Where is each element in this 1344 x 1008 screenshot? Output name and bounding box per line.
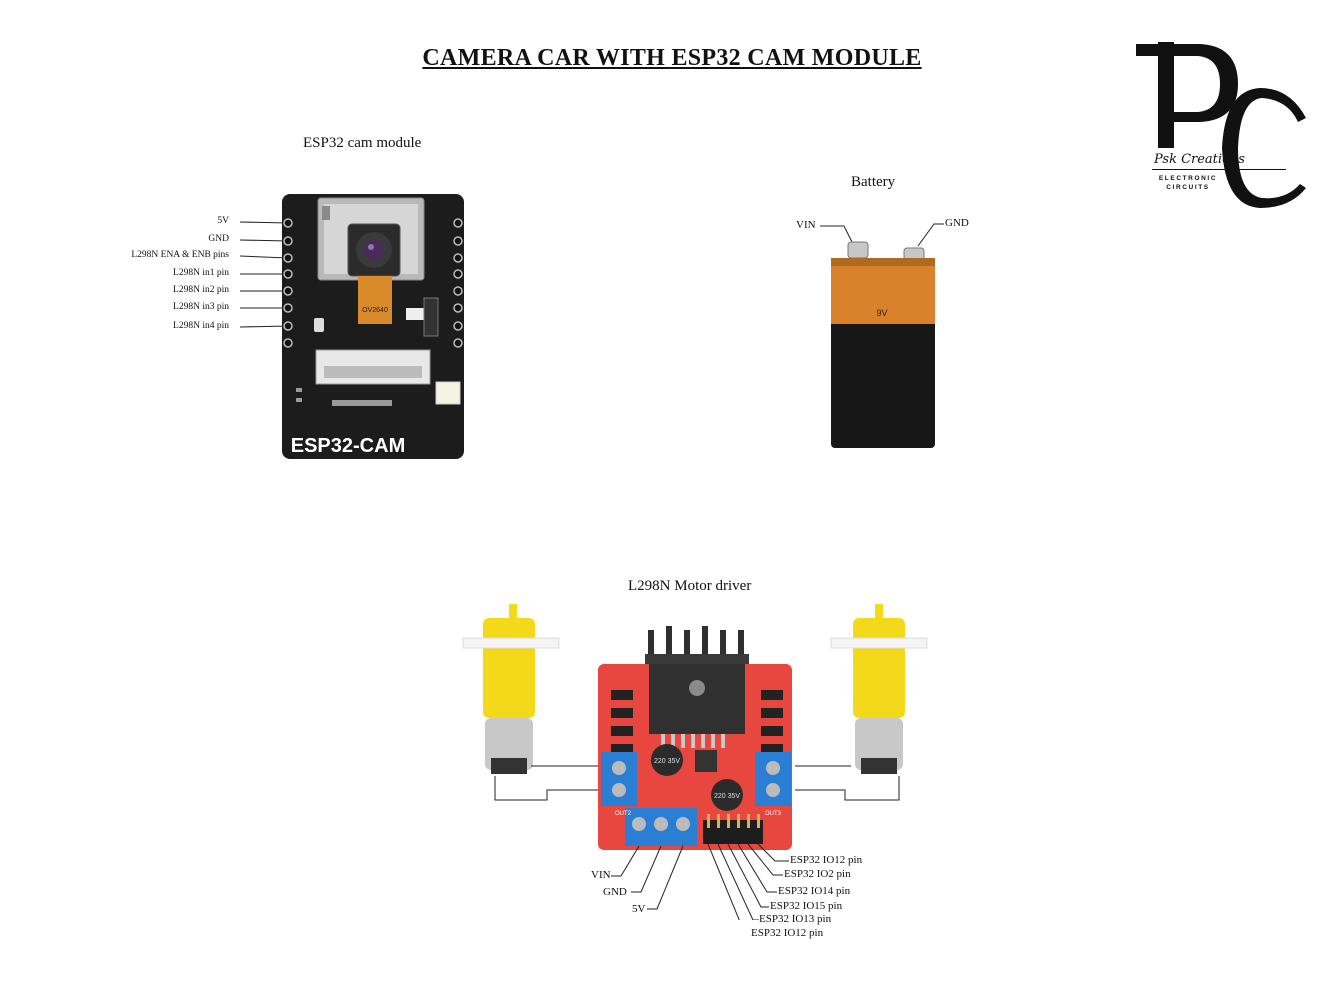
driver-5v-label: 5V (632, 903, 646, 915)
esp32-pin-label-in3: L298N in3 pin (173, 302, 229, 312)
l298n-motor-driver-assembly: 220 35V 220 35V OUT2 OUT3 (462, 604, 928, 920)
driver-vin-label: VIN (591, 869, 611, 881)
out2-label: OUT2 (615, 811, 632, 817)
logo-subtitle-1: ELECTRONIC (1158, 175, 1218, 182)
page-title: CAMERA CAR WITH ESP32 CAM MODULE (422, 45, 922, 71)
out3-label: OUT3 (765, 811, 782, 817)
cap2-label: 220 35V (714, 793, 740, 800)
esp32-cam-board: OV2640 ESP32-CAM (239, 194, 464, 459)
driver-gnd-label: GND (603, 886, 627, 898)
esp32-pin-label-in2: L298N in2 pin (173, 285, 229, 295)
esp32-pin-label-in4: L298N in4 pin (173, 321, 229, 331)
battery-gnd-label: GND (945, 217, 969, 229)
driver-caption: L298N Motor driver (628, 578, 752, 594)
logo-divider (1152, 169, 1286, 170)
driver-pin-label-6: ESP32 IO12 pin (751, 927, 824, 939)
driver-pin-label-1: ESP32 IO12 pin (790, 854, 863, 866)
logo-script-text: Psk Creations (1154, 152, 1245, 167)
cap1-label: 220 35V (654, 758, 680, 765)
esp32-pin-label-in1: L298N in1 pin (173, 268, 229, 278)
brand-logo: Psk Creations ELECTRONIC CIRCUITS (1130, 38, 1315, 216)
driver-pin-label-4: ESP32 IO15 pin (770, 900, 843, 912)
esp32-caption: ESP32 cam module (303, 135, 422, 151)
driver-pin-label-2: ESP32 IO2 pin (784, 868, 851, 880)
logo-subtitle-2: CIRCUITS (1166, 184, 1210, 191)
driver-pin-label-3: ESP32 IO14 pin (778, 885, 851, 897)
right-motor (830, 604, 928, 774)
logo-mark-icon (1136, 42, 1306, 208)
battery-vin-label: VIN (796, 219, 816, 231)
esp32-pin-label-5v: 5V (217, 216, 229, 226)
camera-model-text: OV2640 (362, 307, 388, 314)
left-motor (462, 604, 560, 774)
battery-caption: Battery (851, 174, 896, 190)
battery-voltage-text: 9V (876, 308, 887, 318)
driver-pin-label-5: ESP32 IO13 pin (759, 913, 832, 925)
battery-9v: 9V (820, 223, 944, 448)
esp32-pin-label-ena-enb: L298N ENA & ENB pins (131, 250, 229, 260)
esp32-pin-label-gnd: GND (208, 234, 229, 244)
esp32-board-label: ESP32-CAM (291, 435, 405, 457)
